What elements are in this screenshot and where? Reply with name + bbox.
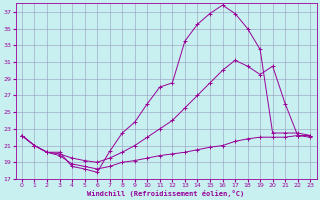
- X-axis label: Windchill (Refroidissement éolien,°C): Windchill (Refroidissement éolien,°C): [87, 190, 245, 197]
